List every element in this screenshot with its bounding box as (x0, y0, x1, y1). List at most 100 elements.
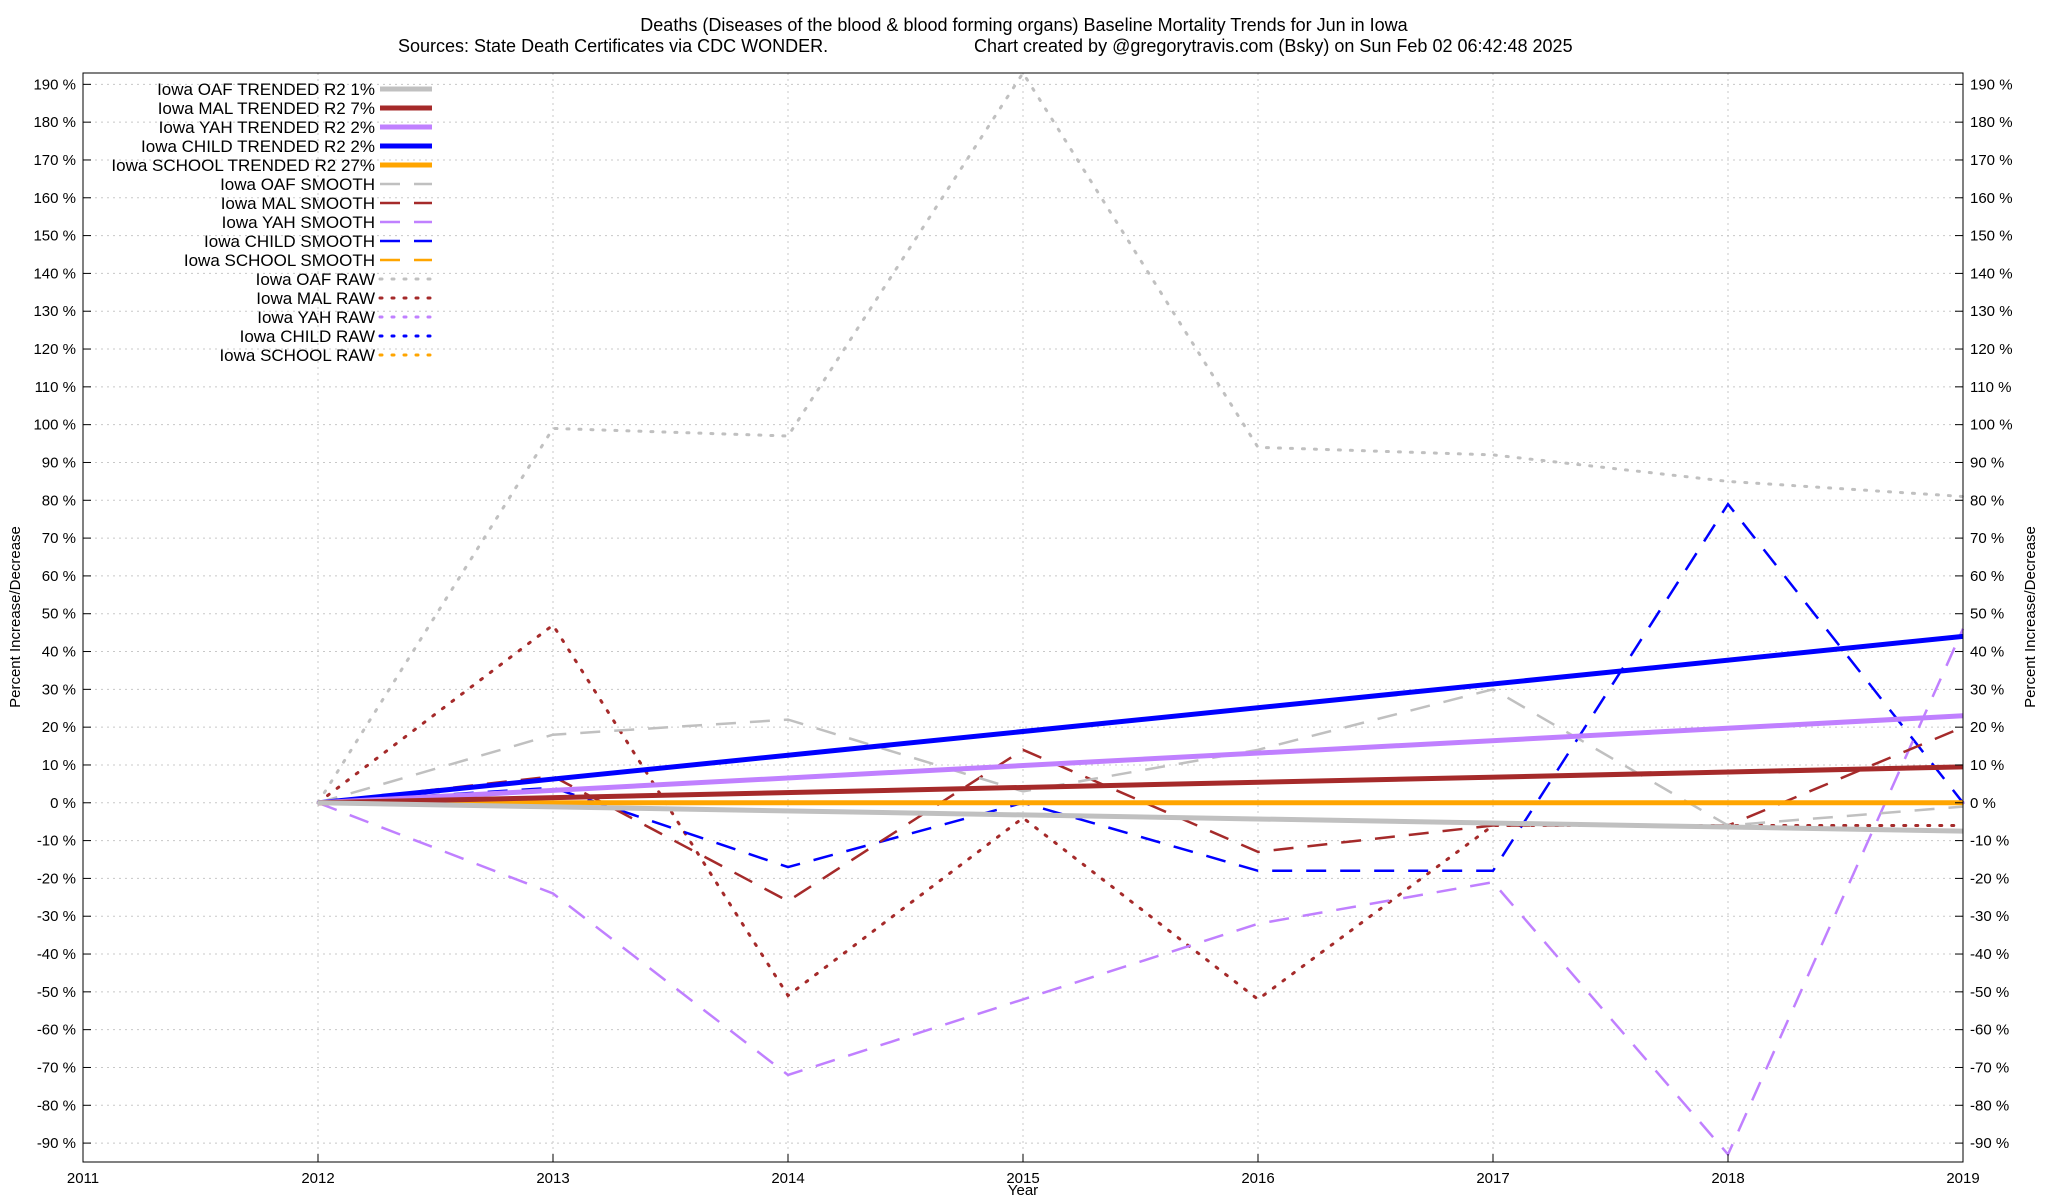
axis-ticks: -90 % -90 % -80 % -80 % -70 % -70 % -60 % -60 %… (33, 76, 2012, 1187)
y-tick-label-left: 120 % (33, 341, 76, 358)
y-tick-label-right: 70 % (1970, 530, 2004, 547)
legend-label-iowa-school-smooth: Iowa SCHOOL SMOOTH (184, 251, 375, 270)
x-tick-label: 2013 (536, 1170, 569, 1187)
series-line-iowa-child-trended-r2 (317, 633, 1964, 806)
series-line-iowa-mal-raw (316, 622, 1965, 1002)
x-tick-label: 2016 (1241, 1170, 1274, 1187)
y-axis-label-right: Percent Increase/Decrease (2022, 526, 2039, 708)
legend-label-iowa-school-trended-r2: Iowa SCHOOL TRENDED R2 27% (111, 156, 375, 175)
y-tick-label-right: -20 % (1970, 870, 2009, 887)
y-tick-label-right: 160 % (1970, 190, 2013, 207)
legend-label-iowa-oaf-trended-r2: Iowa OAF TRENDED R2 1% (157, 80, 375, 99)
y-tick-label-left: 140 % (33, 265, 76, 282)
x-tick-label: 2018 (1711, 1170, 1744, 1187)
y-tick-label-right: -70 % (1970, 1059, 2009, 1076)
y-tick-label-right: -50 % (1970, 984, 2009, 1001)
y-tick-label-left: 170 % (33, 152, 76, 169)
legend-label-iowa-child-raw: Iowa CHILD RAW (240, 327, 375, 346)
y-tick-label-right: 190 % (1970, 76, 2013, 93)
y-tick-label-right: -30 % (1970, 908, 2009, 925)
legend-label-iowa-yah-raw: Iowa YAH RAW (257, 308, 375, 327)
y-tick-label-left: -40 % (37, 946, 76, 963)
legend-label-iowa-school-raw: Iowa SCHOOL RAW (219, 346, 375, 365)
y-tick-label-left: 180 % (33, 114, 76, 131)
legend-label-iowa-oaf-raw: Iowa OAF RAW (256, 270, 375, 289)
y-tick-label-right: -80 % (1970, 1097, 2009, 1114)
y-tick-label-left: 160 % (33, 190, 76, 207)
y-tick-label-right: 140 % (1970, 265, 2013, 282)
y-tick-label-left: -30 % (37, 908, 76, 925)
series-line-iowa-yah-smooth (317, 628, 1965, 1157)
x-tick-label: 2014 (771, 1170, 804, 1187)
y-tick-label-right: 110 % (1970, 379, 2011, 396)
legend-label-iowa-yah-trended-r2: Iowa YAH TRENDED R2 2% (159, 118, 375, 137)
y-tick-label-left: 20 % (42, 719, 76, 736)
legend: Iowa OAF TRENDED R2 1%Iowa MAL TRENDED R… (111, 80, 434, 365)
y-tick-label-left: 100 % (33, 417, 76, 434)
y-tick-label-right: 80 % (1970, 492, 2004, 509)
y-tick-label-right: 130 % (1970, 303, 2013, 320)
y-tick-label-right: 10 % (1970, 757, 2004, 774)
y-tick-label-left: 190 % (33, 76, 76, 93)
y-tick-label-left: 110 % (35, 379, 76, 396)
legend-label-iowa-mal-raw: Iowa MAL RAW (256, 289, 375, 308)
y-tick-label-left: 40 % (42, 644, 76, 661)
y-tick-label-right: 20 % (1970, 719, 2004, 736)
legend-label-iowa-yah-smooth: Iowa YAH SMOOTH (222, 213, 375, 232)
y-tick-label-right: -90 % (1970, 1135, 2009, 1152)
y-tick-label-left: -80 % (37, 1097, 76, 1114)
legend-label-iowa-oaf-smooth: Iowa OAF SMOOTH (220, 175, 375, 194)
series-line-iowa-yah-trended-r2 (317, 713, 1964, 806)
y-tick-label-left: -70 % (37, 1059, 76, 1076)
plot-area (316, 70, 1965, 1157)
x-tick-label: 2012 (301, 1170, 334, 1187)
y-axis-label-left: Percent Increase/Decrease (7, 526, 24, 708)
series-line-iowa-oaf-raw (316, 70, 1965, 805)
y-tick-label-right: 60 % (1970, 568, 2004, 585)
y-tick-label-left: 90 % (42, 454, 76, 471)
y-tick-label-right: 30 % (1970, 681, 2004, 698)
chart-title: Deaths (Diseases of the blood & blood fo… (640, 15, 1408, 35)
y-tick-label-right: -10 % (1970, 833, 2009, 850)
x-tick-label: 2017 (1476, 1170, 1509, 1187)
y-tick-label-right: 90 % (1970, 454, 2004, 471)
y-tick-label-right: 180 % (1970, 114, 2013, 131)
y-tick-label-left: 10 % (42, 757, 76, 774)
y-tick-label-left: 70 % (42, 530, 76, 547)
y-tick-label-left: 130 % (33, 303, 76, 320)
y-tick-label-right: -40 % (1970, 946, 2009, 963)
y-tick-label-right: 150 % (1970, 228, 2013, 245)
legend-label-iowa-child-trended-r2: Iowa CHILD TRENDED R2 2% (141, 137, 375, 156)
x-tick-label: 2015 (1006, 1170, 1039, 1187)
legend-label-iowa-mal-trended-r2: Iowa MAL TRENDED R2 7% (158, 99, 375, 118)
y-tick-label-left: -20 % (37, 870, 76, 887)
y-tick-label-left: 0 % (50, 795, 76, 812)
y-tick-label-right: 120 % (1970, 341, 2013, 358)
series-line-iowa-oaf-trended-r2 (317, 800, 1964, 834)
legend-label-iowa-child-smooth: Iowa CHILD SMOOTH (204, 232, 375, 251)
y-tick-label-right: 50 % (1970, 606, 2004, 623)
y-tick-label-right: 170 % (1970, 152, 2013, 169)
y-tick-label-left: -60 % (37, 1022, 76, 1039)
y-tick-label-left: 80 % (42, 492, 76, 509)
x-axis-label: Year (1008, 1182, 1038, 1199)
series-line-iowa-mal-smooth (317, 726, 1964, 903)
y-tick-label-right: 0 % (1970, 795, 1996, 812)
x-tick-label: 2019 (1946, 1170, 1979, 1187)
y-tick-label-left: -50 % (37, 984, 76, 1001)
y-tick-label-right: 100 % (1970, 417, 2013, 434)
series-line-iowa-mal-trended-r2 (317, 764, 1964, 806)
y-tick-label-right: -60 % (1970, 1022, 2009, 1039)
x-tick-label: 2011 (67, 1170, 99, 1187)
y-tick-label-left: 50 % (42, 606, 76, 623)
grid (82, 73, 1964, 1162)
legend-label-iowa-mal-smooth: Iowa MAL SMOOTH (221, 194, 375, 213)
y-tick-label-left: -10 % (37, 833, 76, 850)
y-tick-label-left: 30 % (42, 681, 76, 698)
chart-credit-note: Chart created by @gregorytravis.com (Bsk… (974, 36, 1573, 56)
y-tick-label-left: 150 % (33, 228, 76, 245)
y-tick-label-left: -90 % (37, 1135, 76, 1152)
y-tick-label-left: 60 % (42, 568, 76, 585)
chart-source-note: Sources: State Death Certificates via CD… (398, 36, 828, 56)
